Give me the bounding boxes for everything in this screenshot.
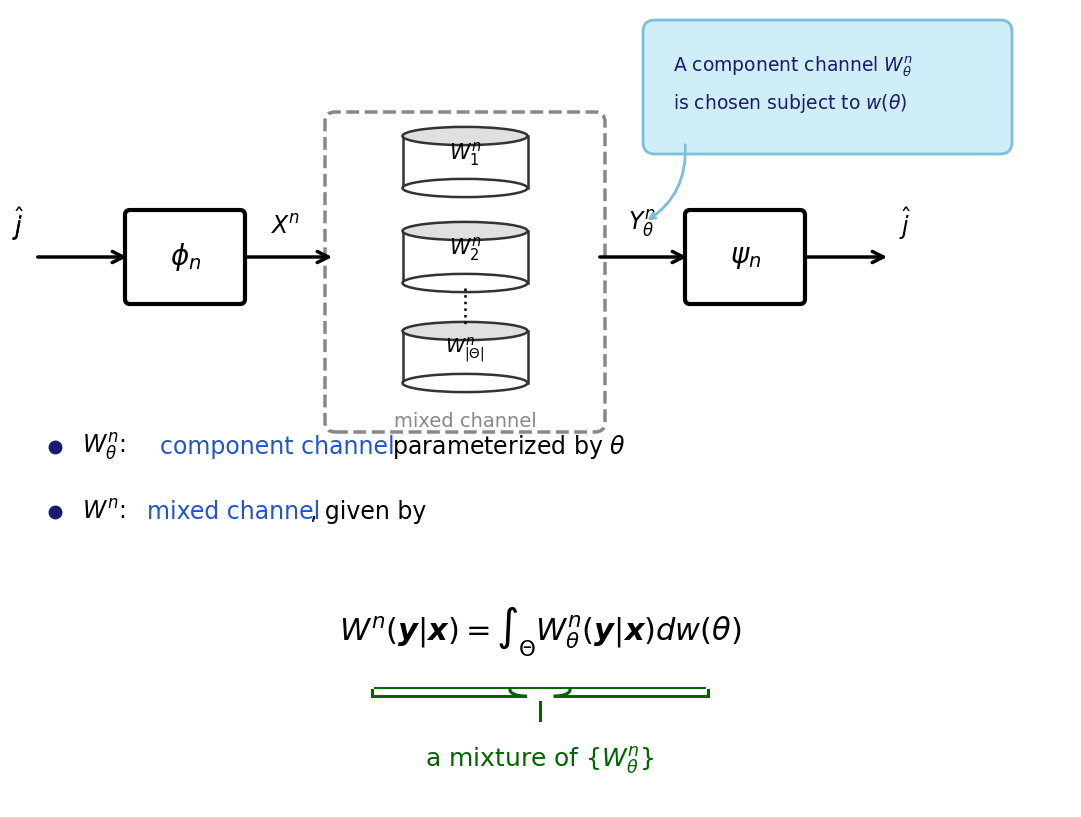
Text: $\phi_n$: $\phi_n$ [170, 241, 201, 273]
Text: $\hat{j}$: $\hat{j}$ [12, 206, 25, 242]
Text: , given by: , given by [310, 500, 426, 524]
Text: $X^n$: $X^n$ [270, 215, 301, 239]
Ellipse shape [402, 322, 528, 340]
Text: $W_2^n$: $W_2^n$ [449, 235, 481, 263]
Text: $W_{|\Theta|}^n$: $W_{|\Theta|}^n$ [445, 334, 484, 364]
FancyBboxPatch shape [125, 210, 245, 304]
Ellipse shape [402, 274, 528, 292]
FancyBboxPatch shape [643, 20, 1012, 154]
Bar [402, 231, 528, 283]
Ellipse shape [402, 179, 528, 197]
Text: component channel: component channel [160, 435, 395, 459]
Text: $W_\theta^n$:: $W_\theta^n$: [82, 431, 129, 462]
Text: $\hat{j}$: $\hat{j}$ [898, 206, 911, 242]
Text: parameterized by $\theta$: parameterized by $\theta$ [385, 433, 626, 461]
Ellipse shape [402, 127, 528, 145]
Text: $j$: $j$ [12, 214, 24, 242]
Bar [402, 331, 528, 383]
Text: $W_1^n$: $W_1^n$ [449, 140, 481, 168]
Bar [402, 136, 528, 188]
Text: mixed channel: mixed channel [393, 412, 536, 431]
Text: $W^n(\boldsymbol{y}|\boldsymbol{x}) = \int_\Theta W_\theta^n(\boldsymbol{y}|\bol: $W^n(\boldsymbol{y}|\boldsymbol{x}) = \i… [338, 605, 742, 659]
Text: is chosen subject to $w(\theta)$: is chosen subject to $w(\theta)$ [673, 92, 907, 115]
Ellipse shape [402, 374, 528, 392]
Text: $W^n$:: $W^n$: [82, 500, 129, 524]
Text: a mixture of $\{W_\theta^n\}$: a mixture of $\{W_\theta^n\}$ [425, 745, 655, 776]
FancyBboxPatch shape [685, 210, 805, 304]
FancyBboxPatch shape [325, 112, 605, 432]
Ellipse shape [402, 222, 528, 240]
Text: $Y_\theta^n$: $Y_\theta^n$ [628, 208, 656, 239]
Text: mixed channel: mixed channel [147, 500, 320, 524]
Text: A component channel $W_\theta^n$: A component channel $W_\theta^n$ [673, 54, 913, 79]
Text: $\psi_n$: $\psi_n$ [730, 243, 761, 271]
